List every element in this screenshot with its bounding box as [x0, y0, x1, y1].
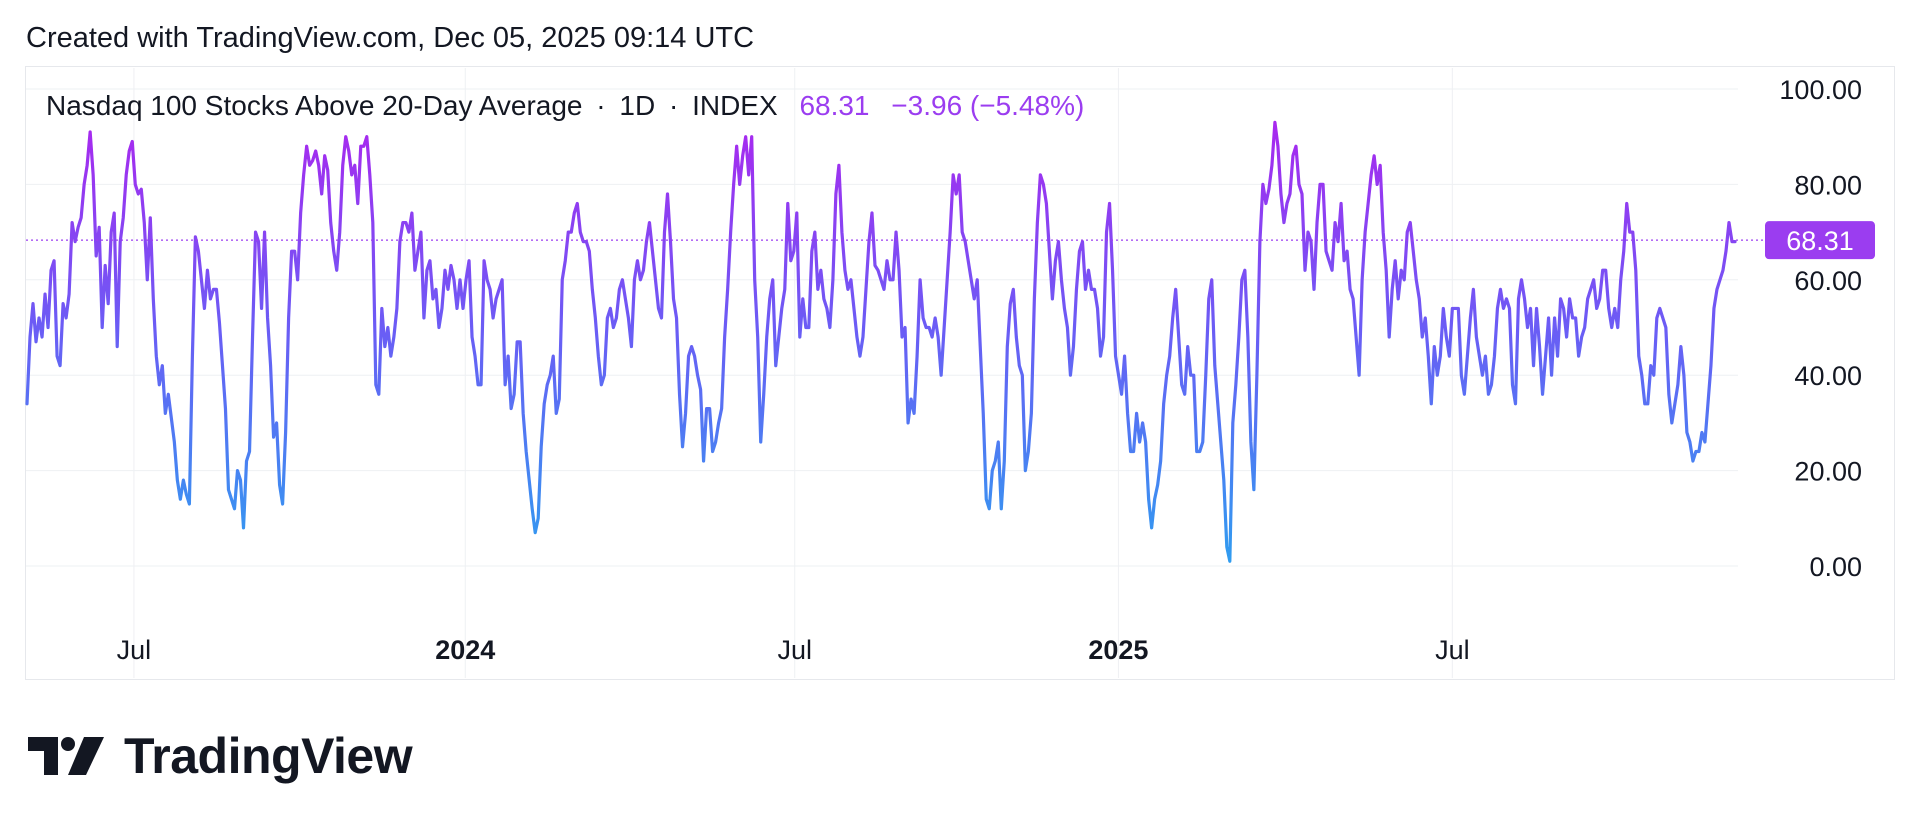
- x-tick-label: Jul: [1435, 635, 1470, 665]
- legend-exchange: INDEX: [692, 90, 778, 121]
- legend-last-value: 68.31: [799, 90, 870, 121]
- tradingview-logo-text: TradingView: [124, 728, 413, 784]
- legend-separator: ·: [596, 90, 606, 121]
- legend-interval: 1D: [619, 90, 656, 121]
- y-tick-label: 0.00: [1809, 552, 1862, 582]
- last-value-badge: [1765, 221, 1875, 260]
- chart-caption: Created with TradingView.com, Dec 05, 20…: [26, 22, 755, 54]
- chart-legend: Nasdaq 100 Stocks Above 20-Day Average ·…: [46, 90, 1084, 122]
- tradingview-logo: TradingView: [28, 728, 413, 784]
- tradingview-logo-icon: [28, 737, 104, 775]
- y-tick-label: 60.00: [1794, 266, 1862, 296]
- last-value-label: 68.31: [1786, 226, 1854, 256]
- y-tick-label: 40.00: [1794, 361, 1862, 391]
- y-tick-label: 80.00: [1794, 170, 1862, 200]
- x-tick-label: Jul: [117, 635, 152, 665]
- legend-symbol: Nasdaq 100 Stocks Above 20-Day Average: [46, 90, 583, 121]
- x-tick-label: Jul: [777, 635, 812, 665]
- chart-frame: [25, 66, 1895, 680]
- legend-change: −3.96 (−5.48%): [891, 90, 1085, 121]
- y-tick-label: 100.00: [1779, 75, 1862, 105]
- y-tick-label: 20.00: [1794, 457, 1862, 487]
- x-tick-label: 2025: [1088, 635, 1148, 665]
- legend-separator: ·: [668, 90, 679, 121]
- series-line: [25, 120, 1737, 563]
- x-tick-label: 2024: [435, 635, 495, 665]
